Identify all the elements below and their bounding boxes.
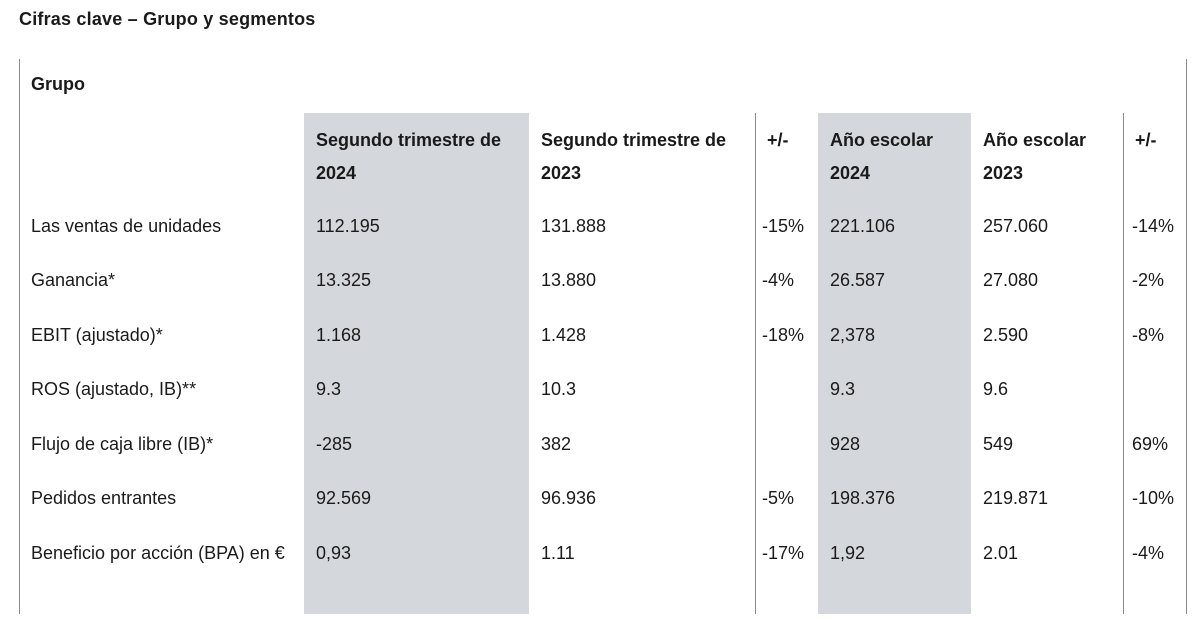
table-cell: 131.888 [541, 216, 607, 236]
column-divider-2 [1123, 113, 1124, 614]
table-cell: -5% [762, 488, 795, 508]
table-cell: -17% [762, 543, 805, 563]
table-left-border [19, 59, 20, 614]
section-title: Grupo [31, 74, 85, 94]
table-cell: -10% [1132, 488, 1175, 508]
table-cell: 26.587 [830, 270, 886, 290]
column-header-fy-2023: Año escolar 2023 [983, 130, 1087, 183]
table-cell: 257.060 [983, 216, 1049, 236]
table-cell: 382 [541, 434, 572, 454]
row-label-order-intake: Pedidos entrantes [31, 488, 177, 508]
table-cell: 96.936 [541, 488, 597, 508]
table-cell: 0,93 [316, 543, 352, 563]
table-cell: -4% [1132, 543, 1165, 563]
row-label-revenue: Ganancia* [31, 270, 116, 290]
table-cell: 1,92 [830, 543, 866, 563]
highlight-column-q2-2024 [304, 113, 529, 614]
row-label-ros: ROS (ajustado, IB)** [31, 379, 197, 399]
column-header-q2-2023: Segundo trimestre de 2023 [541, 130, 727, 183]
table-right-border [1186, 59, 1187, 614]
table-cell: 2.01 [983, 543, 1019, 563]
table-cell: -8% [1132, 325, 1165, 345]
column-divider-1 [755, 113, 756, 614]
table-cell: 13.880 [541, 270, 597, 290]
table-cell: -18% [762, 325, 805, 345]
table-cell: 112.195 [316, 216, 380, 236]
table-cell: 221.106 [830, 216, 896, 236]
column-header-change-year: +/- [1135, 130, 1157, 150]
page-title: Cifras clave – Grupo y segmentos [19, 9, 316, 29]
row-label-ebit: EBIT (ajustado)* [31, 325, 163, 345]
table-cell: 9.6 [983, 379, 1009, 399]
table-cell: -2% [1132, 270, 1165, 290]
table-cell: -14% [1132, 216, 1175, 236]
column-header-q2-2024: Segundo trimestre de 2024 [316, 130, 502, 183]
table-cell: -285 [316, 434, 353, 454]
table-cell: 9.3 [830, 379, 856, 399]
table-cell: 219.871 [983, 488, 1049, 508]
table-cell: 198.376 [830, 488, 896, 508]
table-cell: 10.3 [541, 379, 577, 399]
table-cell: 92.569 [316, 488, 372, 508]
table-cell: 9.3 [316, 379, 342, 399]
row-label-free-cash-flow: Flujo de caja libre (IB)* [31, 434, 214, 454]
highlight-column-fy-2024 [818, 113, 971, 614]
table-cell: 27.080 [983, 270, 1039, 290]
table-cell: 2,378 [830, 325, 876, 345]
table-cell: 13.325 [316, 270, 372, 290]
column-header-fy-2024: Año escolar 2024 [830, 130, 934, 183]
row-label-unit-sales: Las ventas de unidades [31, 216, 222, 236]
table-cell: 1.168 [316, 325, 362, 345]
table-cell: 549 [983, 434, 1014, 454]
table-cell: -4% [762, 270, 795, 290]
table-cell: 928 [830, 434, 861, 454]
table-cell: 1.428 [541, 325, 587, 345]
row-label-eps: Beneficio por acción (BPA) en € [31, 543, 285, 563]
table-cell: 1.11 [541, 543, 575, 563]
table-cell: 69% [1132, 434, 1169, 454]
table-cell: 2.590 [983, 325, 1029, 345]
column-header-change-quarter: +/- [767, 130, 789, 150]
table-cell: -15% [762, 216, 805, 236]
